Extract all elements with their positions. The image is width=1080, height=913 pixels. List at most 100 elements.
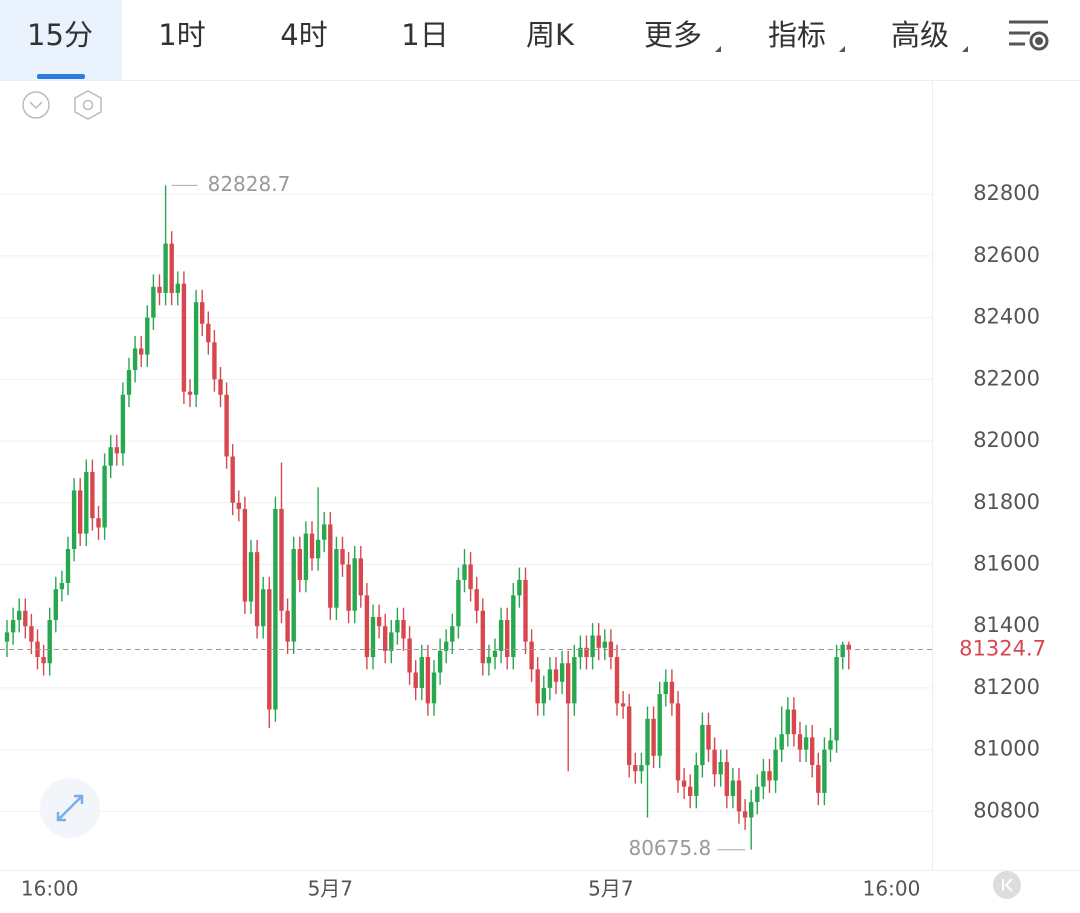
candle-body bbox=[96, 518, 101, 528]
x-tick-label: 16:00 bbox=[21, 877, 79, 901]
candle-body bbox=[120, 394, 126, 454]
low-label: 80675.8 bbox=[628, 836, 711, 860]
candle-body bbox=[450, 626, 455, 642]
tab[interactable]: 高级 bbox=[891, 18, 949, 52]
candle-body bbox=[486, 657, 492, 664]
candle-body bbox=[651, 718, 656, 756]
candle-body bbox=[132, 348, 138, 371]
candle-body bbox=[145, 317, 150, 355]
y-tick-label: 82000 bbox=[973, 428, 1040, 452]
candle-body bbox=[749, 802, 754, 818]
tab[interactable]: 周K bbox=[526, 18, 575, 52]
candle-body bbox=[297, 549, 302, 580]
candle-body bbox=[431, 672, 437, 704]
candle-body bbox=[785, 709, 790, 735]
plot: 8080081000812008140081600818008200082200… bbox=[0, 172, 1080, 901]
candle-body bbox=[425, 657, 431, 704]
candle-body bbox=[84, 471, 89, 534]
candle-body bbox=[663, 681, 668, 695]
candle-body bbox=[627, 706, 632, 766]
candle-body bbox=[364, 595, 370, 658]
candle-body bbox=[71, 490, 77, 550]
candle-body bbox=[736, 780, 742, 812]
candle-body bbox=[840, 644, 845, 658]
candle-body bbox=[444, 641, 449, 651]
candle-body bbox=[803, 737, 809, 750]
candle-body bbox=[78, 490, 83, 534]
tab-bar: 15分 1时 4时 1日 周K 更多 指标 高级 bbox=[27, 18, 968, 52]
candle-body bbox=[254, 552, 260, 627]
candle-body bbox=[169, 243, 174, 293]
candle-body bbox=[602, 641, 607, 648]
candle-body bbox=[559, 663, 565, 682]
candle-body bbox=[187, 391, 193, 395]
candle-body bbox=[608, 641, 614, 658]
candle-body bbox=[456, 579, 461, 627]
candle-body bbox=[309, 533, 315, 559]
y-tick-label: 82800 bbox=[973, 181, 1040, 205]
candle-body bbox=[468, 564, 473, 590]
candle-body bbox=[645, 718, 650, 766]
candle-body bbox=[370, 616, 376, 658]
expand-button[interactable] bbox=[40, 778, 100, 838]
scroll-end-button[interactable] bbox=[993, 871, 1021, 899]
candle-body bbox=[694, 765, 699, 796]
candle-body bbox=[480, 610, 485, 664]
candle-body bbox=[590, 635, 595, 658]
settings-icon[interactable] bbox=[1009, 20, 1049, 51]
candle-body bbox=[578, 647, 583, 658]
candle-body bbox=[267, 589, 272, 710]
candle-body bbox=[17, 610, 22, 621]
candle-body bbox=[462, 564, 467, 580]
tab[interactable]: 更多 bbox=[644, 18, 702, 52]
x-tick-label: 5月7 bbox=[308, 877, 353, 901]
candle-body bbox=[724, 761, 729, 796]
candle-body bbox=[41, 657, 46, 664]
settings-hex-icon[interactable] bbox=[74, 90, 102, 120]
candle-body bbox=[791, 709, 797, 735]
y-tick-label: 80800 bbox=[973, 798, 1040, 822]
tab-dropdown-mark bbox=[715, 46, 721, 52]
candle-body bbox=[242, 508, 248, 602]
candle-body bbox=[53, 589, 58, 621]
candle-body bbox=[346, 564, 351, 611]
candle-body bbox=[584, 647, 589, 658]
candle-body bbox=[712, 749, 717, 775]
candle-body bbox=[65, 549, 71, 584]
candle-body bbox=[340, 549, 345, 565]
y-tick-label: 81600 bbox=[973, 551, 1040, 575]
tab[interactable]: 指标 bbox=[768, 18, 826, 52]
candle-body bbox=[822, 749, 827, 793]
candle-body bbox=[90, 471, 95, 519]
candle-body bbox=[47, 620, 52, 664]
tab-selected-bg bbox=[0, 0, 122, 80]
candle-body bbox=[279, 508, 284, 611]
candle-body bbox=[193, 302, 199, 395]
candle-body bbox=[315, 539, 321, 559]
candle-body bbox=[10, 620, 16, 633]
collapse-icon[interactable] bbox=[22, 91, 50, 119]
candle-body bbox=[395, 620, 400, 633]
candle-body bbox=[352, 558, 357, 611]
candle-body bbox=[797, 734, 803, 750]
candle-body bbox=[328, 524, 333, 608]
candle-body bbox=[376, 616, 382, 627]
candle-body bbox=[706, 724, 711, 750]
candle-body bbox=[29, 626, 34, 642]
candle-body bbox=[407, 638, 412, 673]
candle-body bbox=[614, 657, 620, 704]
candle-body bbox=[846, 644, 851, 650]
candle-body bbox=[828, 740, 833, 750]
y-tick-label: 82600 bbox=[973, 243, 1040, 267]
candle-body bbox=[681, 780, 687, 787]
candle-body bbox=[535, 669, 540, 704]
tab[interactable]: 1时 bbox=[158, 18, 205, 52]
tab[interactable]: 15分 bbox=[27, 18, 93, 52]
tab[interactable]: 4时 bbox=[280, 18, 327, 52]
last-price-label: 81324.7 bbox=[959, 636, 1046, 660]
candle-body bbox=[437, 650, 443, 673]
tab[interactable]: 1日 bbox=[401, 18, 448, 52]
candle-body bbox=[261, 589, 266, 627]
